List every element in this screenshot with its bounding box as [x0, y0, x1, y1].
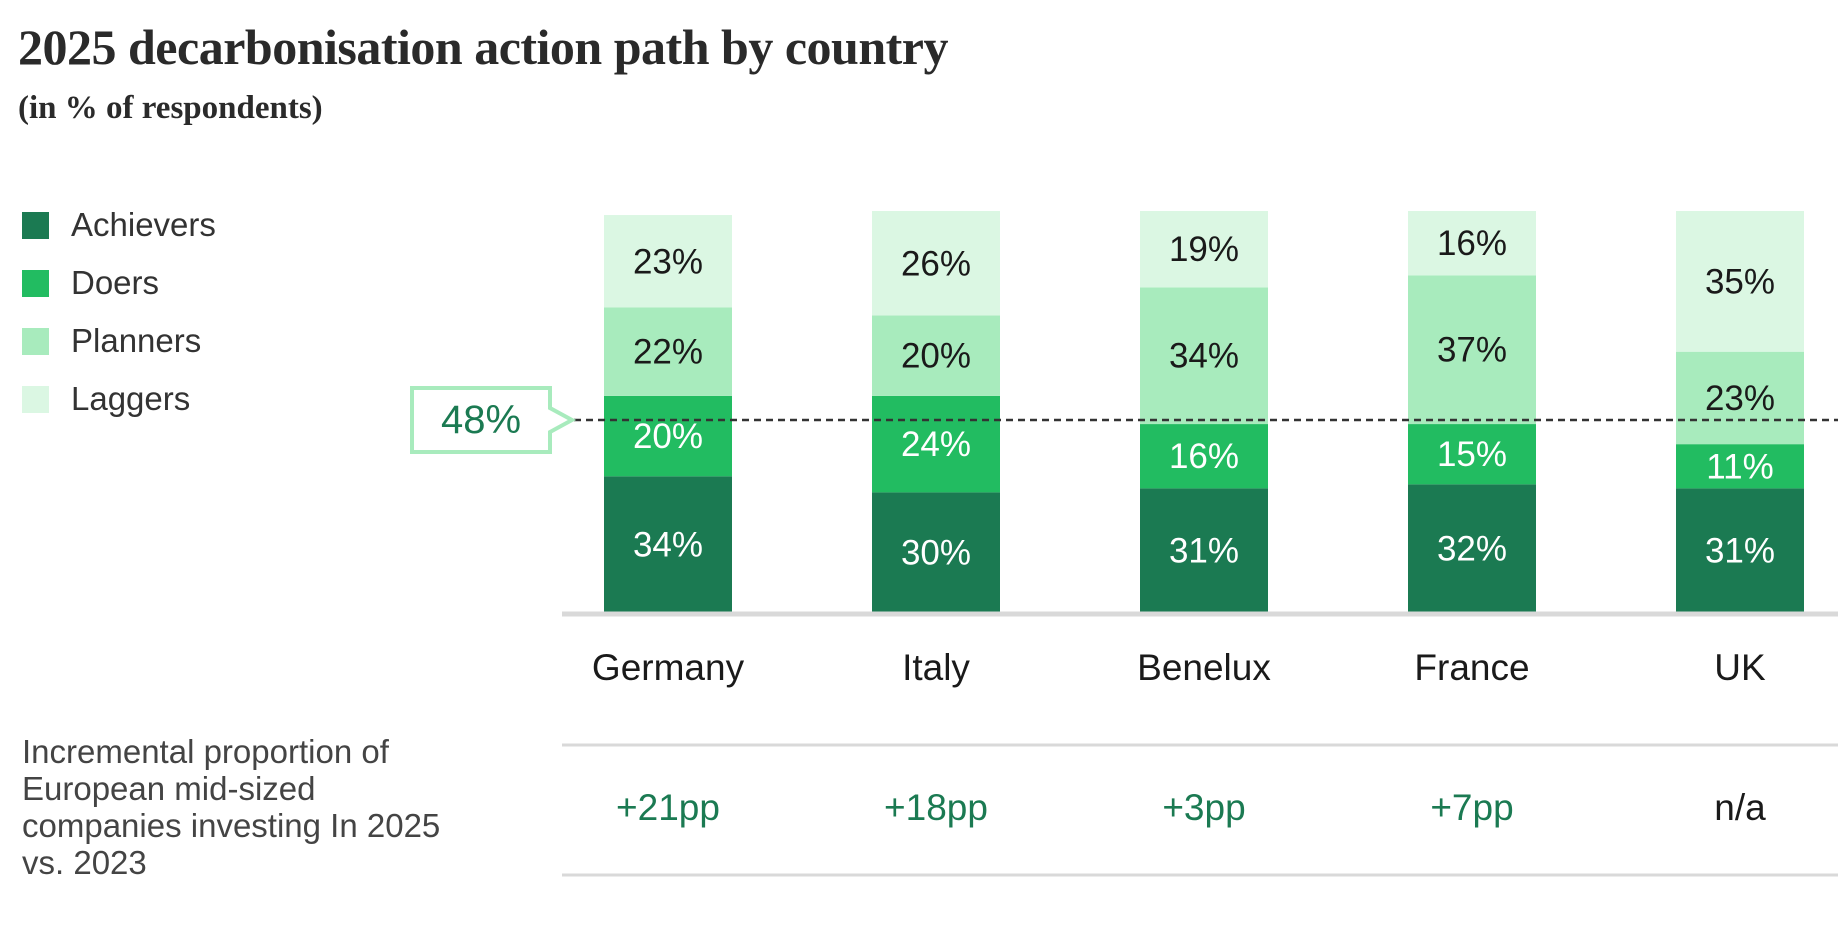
data-label-germany-planners: 22%: [633, 333, 703, 372]
increment-row-label: Incremental proportion of European mid-s…: [22, 733, 441, 881]
bar-segment-germany-planners: [604, 307, 732, 396]
data-label-france-doers: 15%: [1437, 435, 1507, 474]
legend-swatch-planners: [22, 327, 49, 355]
legend-swatch-laggers: [22, 385, 49, 413]
bar-segment-italy-laggers: [872, 211, 1000, 316]
bar-segment-uk-planners: [1676, 351, 1804, 445]
bar-segment-benelux-achievers: [1140, 488, 1268, 613]
bar-segment-italy-achievers: [872, 492, 1000, 613]
data-label-benelux-planners: 34%: [1169, 337, 1239, 376]
bar-segment-uk-achievers: [1676, 488, 1804, 613]
data-label-france-planners: 37%: [1437, 331, 1507, 370]
bar-segment-uk-laggers: [1676, 211, 1804, 352]
increment-value-uk: n/a: [1714, 787, 1766, 828]
data-label-uk-planners: 23%: [1705, 379, 1775, 418]
legend-item-doers: Doers: [22, 263, 159, 303]
x-tick-label-germany: Germany: [592, 647, 745, 688]
bar-segment-france-achievers: [1408, 484, 1536, 613]
x-tick-label-italy: Italy: [902, 647, 970, 688]
legend-label-achievers: Achievers: [71, 206, 216, 243]
bar-segment-italy-planners: [872, 315, 1000, 396]
increment-value-france: +7pp: [1430, 787, 1513, 828]
bar-segment-benelux-laggers: [1140, 211, 1268, 288]
x-tick-label-uk: UK: [1714, 647, 1766, 688]
bar-segment-germany-laggers: [604, 215, 732, 308]
x-tick-label-france: France: [1414, 647, 1529, 688]
chart-subtitle: (in % of respondents): [18, 90, 323, 126]
data-label-benelux-laggers: 19%: [1169, 230, 1239, 269]
reference-callout-box: [410, 386, 577, 455]
data-label-benelux-doers: 16%: [1169, 437, 1239, 476]
data-label-italy-achievers: 30%: [901, 534, 971, 573]
data-label-italy-laggers: 26%: [901, 244, 971, 283]
data-label-france-achievers: 32%: [1437, 530, 1507, 569]
legend-swatch-doers: [22, 269, 49, 297]
data-label-uk-doers: 11%: [1706, 447, 1773, 486]
chart-title: 2025 decarbonisation action path by coun…: [18, 19, 948, 75]
data-label-benelux-achievers: 31%: [1169, 532, 1239, 571]
data-label-uk-laggers: 35%: [1705, 262, 1775, 301]
bar-segment-uk-doers: [1676, 444, 1804, 489]
increment-value-italy: +18pp: [884, 787, 988, 828]
bar-segment-benelux-doers: [1140, 424, 1268, 489]
legend-label-laggers: Laggers: [71, 380, 191, 417]
data-label-germany-doers: 20%: [633, 417, 703, 456]
data-label-uk-achievers: 31%: [1705, 532, 1775, 571]
data-label-germany-laggers: 23%: [633, 242, 703, 281]
increment-value-benelux: +3pp: [1162, 787, 1245, 828]
legend-label-planners: Planners: [71, 322, 202, 359]
data-label-germany-achievers: 34%: [633, 526, 703, 565]
increment-value-germany: +21pp: [616, 787, 720, 828]
bar-segment-germany-achievers: [604, 476, 732, 613]
reference-callout-label: 48%: [441, 398, 521, 442]
data-label-france-laggers: 16%: [1437, 224, 1507, 263]
bar-segment-france-doers: [1408, 424, 1536, 485]
legend-item-planners: Planners: [22, 321, 201, 361]
bar-segment-france-laggers: [1408, 211, 1536, 276]
legend-label-doers: Doers: [71, 264, 160, 301]
data-label-italy-planners: 20%: [901, 337, 971, 376]
bar-segment-france-planners: [1408, 275, 1536, 425]
legend-item-laggers: Laggers: [22, 379, 190, 419]
data-label-italy-doers: 24%: [901, 425, 971, 464]
bar-segment-italy-doers: [872, 395, 1000, 493]
bar-segment-germany-doers: [604, 395, 732, 477]
x-tick-label-benelux: Benelux: [1137, 647, 1271, 688]
bar-segment-benelux-planners: [1140, 287, 1268, 425]
legend-swatch-achievers: [22, 211, 49, 239]
legend-item-achievers: Achievers: [22, 205, 216, 245]
